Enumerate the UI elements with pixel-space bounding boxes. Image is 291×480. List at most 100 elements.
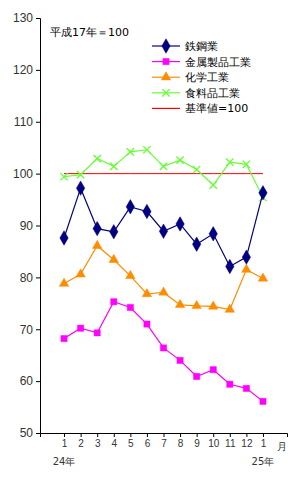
- series-point: [127, 148, 134, 155]
- legend-marker: [163, 59, 169, 65]
- legend: 鉄鋼業金属製品工業化学工業食料品工業基準値=100: [152, 39, 251, 116]
- y-tick-label: 80: [20, 271, 34, 285]
- series-point: [110, 225, 118, 239]
- x-tick-mark: [180, 433, 181, 437]
- legend-label: 鉄鋼業: [185, 40, 218, 53]
- x-tick-mark: [81, 433, 82, 437]
- x-tick-label: 2: [78, 438, 84, 449]
- x-axis-line: [41, 434, 288, 438]
- series-point: [226, 159, 233, 166]
- x-tick: 1: [261, 433, 267, 449]
- legend-label: 基準値=100: [185, 102, 248, 115]
- y-tick: 110: [14, 115, 40, 129]
- y-tick-mark: [36, 277, 40, 278]
- y-axis: 5060708090100110120130: [13, 11, 41, 440]
- series-point: [61, 335, 67, 341]
- series-point: [59, 278, 68, 286]
- series-point: [78, 325, 84, 331]
- series-point: [242, 264, 251, 272]
- series-point: [259, 186, 267, 200]
- y-tick: 50: [20, 426, 40, 440]
- x-tick: 9: [194, 433, 200, 449]
- series-point: [227, 381, 233, 387]
- y-tick-label: 130: [13, 11, 33, 25]
- y-tick-mark: [36, 174, 40, 175]
- series-point: [160, 163, 167, 170]
- x-tick: 3: [95, 433, 101, 449]
- series-point: [177, 357, 183, 363]
- y-tick-mark: [36, 18, 40, 19]
- series-point: [210, 367, 216, 373]
- x-tick: 10: [208, 433, 220, 449]
- plot: 50607080901001101201301234567891011121: [13, 11, 288, 449]
- legend-marker: [161, 72, 170, 80]
- series-point: [243, 385, 249, 391]
- x-axis-label: 月: [277, 441, 287, 452]
- x-tick-label: 1: [62, 438, 68, 449]
- y-tick-mark: [36, 381, 40, 382]
- legend-marker: [162, 39, 170, 53]
- x-tick-label: 1: [261, 438, 267, 449]
- series-line: [64, 246, 263, 310]
- series-point: [77, 171, 84, 178]
- y-tick: 80: [20, 271, 40, 285]
- series-point: [143, 204, 151, 218]
- series-point: [226, 259, 234, 273]
- series-point: [60, 173, 67, 180]
- series-point: [142, 289, 151, 297]
- series-point: [126, 200, 134, 214]
- x-tick: 8: [178, 433, 184, 449]
- legend-marker: [162, 89, 169, 96]
- y-tick-mark: [36, 70, 40, 71]
- x-tick-label: 9: [194, 438, 200, 449]
- x-axis: 1234567891011121: [41, 433, 288, 449]
- series-point: [60, 231, 68, 245]
- series-point: [159, 224, 167, 238]
- series-line: [64, 302, 263, 402]
- series-point: [160, 345, 166, 351]
- series-line: [64, 173, 263, 174]
- series-point: [209, 227, 217, 241]
- x-tick: 1: [62, 433, 68, 449]
- series-point: [94, 330, 100, 336]
- x-tick-mark: [197, 433, 198, 437]
- legend-label: 金属製品工業: [185, 56, 251, 69]
- y-tick-label: 70: [20, 323, 34, 337]
- series-point: [243, 161, 250, 168]
- y-tick: 120: [13, 63, 40, 77]
- x-tick-label: 3: [95, 438, 101, 449]
- y-tick-mark: [36, 122, 40, 123]
- x-tick-mark: [263, 433, 264, 437]
- y-tick: 130: [13, 11, 40, 25]
- y-tick: 90: [20, 219, 40, 233]
- series-line: [64, 188, 263, 266]
- x-tick: 7: [161, 433, 167, 449]
- x-tick: 4: [111, 433, 117, 449]
- x-tick: 6: [145, 433, 151, 449]
- x-tick-label: 11: [225, 438, 236, 449]
- x-tick: 2: [78, 433, 84, 449]
- legend-label: 食料品工業: [185, 87, 240, 100]
- x-tick-label: 12: [241, 438, 253, 449]
- legend-label: 化学工業: [185, 71, 229, 84]
- year-label: 25年: [252, 456, 275, 467]
- x-tick-mark: [213, 433, 214, 437]
- series-point: [144, 321, 150, 327]
- x-tick-mark: [130, 433, 131, 437]
- series-point: [92, 240, 101, 248]
- x-tick-mark: [246, 433, 247, 437]
- series-line: [64, 150, 263, 198]
- legend-swatch: [152, 108, 180, 109]
- series-point: [127, 304, 133, 310]
- x-tick-label: 8: [178, 438, 184, 449]
- series-point: [209, 301, 218, 309]
- series-point: [143, 146, 150, 153]
- series-area: [59, 146, 267, 404]
- x-tick-mark: [64, 433, 65, 437]
- y-tick-label: 100: [13, 167, 33, 181]
- series-point: [94, 155, 101, 162]
- y-tick-label: 50: [20, 426, 34, 440]
- x-tick-label: 10: [208, 438, 220, 449]
- x-tick-label: 6: [145, 438, 151, 449]
- series-point: [260, 398, 266, 404]
